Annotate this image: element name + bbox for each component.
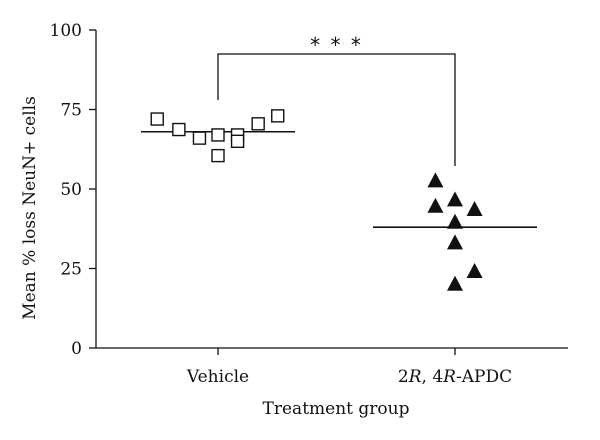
- x-category-label-part: , 4: [422, 367, 444, 387]
- y-tick-label: 100: [50, 21, 82, 41]
- filled-triangle-point: [446, 213, 464, 229]
- open-square-point: [230, 134, 245, 149]
- open-square-point: [271, 109, 285, 123]
- open-square-point: [251, 117, 265, 131]
- y-tick-label: 0: [71, 339, 82, 359]
- y-tick-label: 50: [60, 180, 82, 200]
- y-axis-title: Mean % loss NeuN+ cells: [20, 96, 40, 320]
- significance-bracket: * * *: [217, 33, 456, 166]
- filled-triangle-point: [427, 197, 444, 213]
- filled-triangle-point: [466, 201, 483, 216]
- open-square-point: [150, 112, 164, 126]
- y-tick-label: 75: [60, 101, 82, 121]
- open-square-point: [172, 122, 186, 137]
- x-axis-categories: Vehicle 2R, 4R-APDC: [186, 348, 512, 387]
- x-category-label: Vehicle: [186, 367, 249, 387]
- open-square-point: [211, 148, 225, 163]
- x-category-label-part: R: [442, 367, 456, 387]
- y-tick-label: 25: [60, 260, 82, 280]
- significance-bracket-line: [217, 53, 456, 166]
- x-category-label: 2R, 4R-APDC: [398, 367, 512, 387]
- x-category-label-part: 2: [398, 367, 409, 387]
- x-category-label-part: R: [408, 367, 422, 387]
- filled-triangle-point: [466, 263, 483, 278]
- significance-label: * * *: [310, 33, 363, 57]
- filled-triangle-point: [446, 275, 464, 291]
- data-marks: [141, 109, 537, 291]
- x-axis-title: Treatment group: [263, 399, 410, 419]
- axes: [95, 30, 568, 349]
- open-square-point: [192, 131, 207, 145]
- filled-triangle-point: [427, 172, 444, 188]
- y-axis-ticks: 0 25 50 75 100: [50, 21, 96, 359]
- x-category-label-part: Vehicle: [186, 367, 249, 387]
- filled-triangle-point: [446, 234, 464, 250]
- open-square-point: [211, 128, 225, 142]
- filled-triangle-point: [446, 191, 464, 207]
- x-category-label-part: -APDC: [456, 367, 512, 387]
